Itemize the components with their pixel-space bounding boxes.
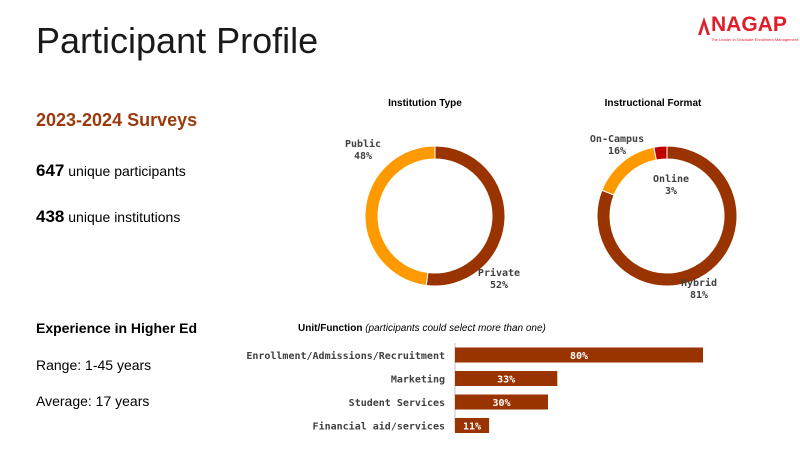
institutions-label: unique institutions <box>64 209 181 225</box>
slice-category-online: Online <box>653 173 689 185</box>
logo-mark-icon <box>698 17 710 35</box>
participants-label: unique participants <box>64 163 186 179</box>
bar-student-services <box>455 394 548 410</box>
bar-value-label-marketing: 33% <box>497 375 515 386</box>
bar-category-label-student-services: Student Services <box>349 397 445 409</box>
slice-category-public: Public <box>345 138 381 150</box>
bar-chart-title: Unit/Function (participants could select… <box>298 323 546 334</box>
experience-range: Range: 1-45 years <box>36 357 152 373</box>
slice-category-hybrid: Hybrid <box>681 277 717 289</box>
bar-category-label-enrollment-admissions-recruitment: Enrollment/Admissions/Recruitment <box>246 350 445 362</box>
bar-value-label-student-services: 30% <box>492 398 510 409</box>
participants-value: 647 <box>36 161 65 180</box>
slice-hybrid <box>596 145 738 287</box>
slice-category-on-campus: On-Campus <box>590 134 644 145</box>
experience-title: Experience in Higher Ed <box>36 320 198 336</box>
bar-category-label-marketing: Marketing <box>391 374 445 386</box>
slice-label-online: Online 3% <box>653 173 689 197</box>
slice-label-public: Public 48% <box>345 138 381 162</box>
bar-value-label-enrollment-admissions-recruitment: 80% <box>570 351 588 362</box>
slice-category-private: Private <box>478 267 520 279</box>
unit-function-bar-chart: Unit/Function (participants could select… <box>246 323 703 433</box>
logo-tagline: The Leader in Graduate Enrollment Manage… <box>711 37 799 42</box>
slice-private <box>425 145 506 287</box>
bar-financial-aid-services <box>455 418 490 433</box>
instructional-format-donut-chart: Instructional Format Hybrid 81% On-Campus 16… <box>590 98 738 301</box>
institutions-stat: 438 unique institutions <box>36 207 180 227</box>
slice-label-private: Private 52% <box>478 267 520 291</box>
institution-type-donut-chart: Institution Type Private 52% Public 48% <box>345 98 520 291</box>
slice-value-private: 52% <box>490 280 508 291</box>
instructional-format-chart-title: Instructional Format <box>605 98 702 109</box>
bar-marketing <box>455 371 558 386</box>
slice-label-on-campus: On-Campus 16% <box>590 134 644 157</box>
participants-stat: 647 unique participants <box>36 161 186 181</box>
slice-online <box>653 145 668 161</box>
bar-enrollment-admissions-recruitment <box>455 347 703 363</box>
slice-value-on-campus: 16% <box>608 146 626 157</box>
nagap-logo: NAGAP The Leader in Graduate Enrollment … <box>697 13 798 47</box>
slice-label-hybrid: Hybrid 81% <box>681 277 717 301</box>
survey-heading: 2023-2024 Surveys <box>36 110 198 130</box>
page-title: Participant Profile <box>36 20 319 61</box>
slice-public <box>364 145 436 287</box>
institutions-value: 438 <box>36 207 65 226</box>
bar-chart-title-main: Unit/Function <box>298 323 362 334</box>
slice-value-public: 48% <box>354 151 372 162</box>
experience-average: Average: 17 years <box>36 393 150 409</box>
institution-type-chart-title: Institution Type <box>388 98 462 109</box>
bar-category-label-financial-aid-services: Financial aid/services <box>313 421 445 433</box>
slice-value-online: 3% <box>665 186 677 197</box>
logo-text: NAGAP <box>711 13 787 36</box>
bar-chart-subtitle: (participants could select more than one… <box>362 323 545 334</box>
slice-value-hybrid: 81% <box>690 290 708 301</box>
bar-value-label-financial-aid-services: 11% <box>463 422 481 433</box>
